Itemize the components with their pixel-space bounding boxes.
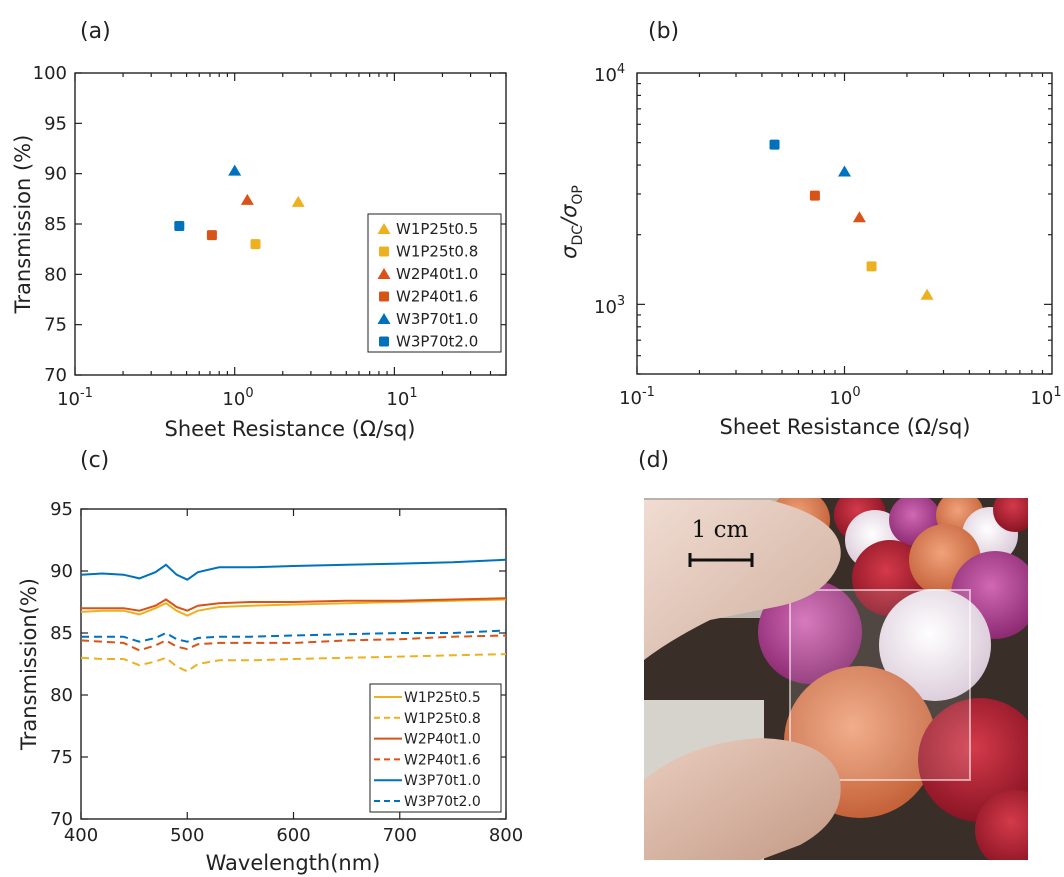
panel-c-line-W1P25t0.5	[80, 598, 507, 617]
panel-label-c: (c)	[80, 448, 109, 473]
panel-a-legend-label: W3P70t1.0	[396, 310, 478, 328]
panel-c-xtick-label: 500	[170, 825, 204, 846]
panel-c-ytick-label: 95	[50, 499, 73, 520]
panel-a-xtick-1: 100	[222, 386, 253, 410]
panel-b-x-axis-label: Sheet Resistance (Ω/sq)	[719, 415, 970, 439]
panel-b-y-axis-label: σDC/σOP	[557, 185, 586, 259]
panel-c-ytick-label: 70	[50, 809, 73, 830]
panel-a-legend-label: W3P70t2.0	[396, 333, 478, 351]
panel-c-y-axis-label: Transmission(%)	[17, 578, 41, 751]
transparent-film	[789, 589, 971, 781]
panel-a-ytick-label: 90	[44, 164, 67, 185]
panel-a-ytick-label: 100	[33, 63, 67, 84]
panel-a-point-W3P70t2.0	[174, 221, 185, 232]
panel-d-photo: 1 cm	[644, 498, 1028, 860]
panel-a-legend-marker-W2P40t1.6	[379, 291, 389, 302]
panel-c-legend-label: W2P40t1.6	[404, 752, 481, 768]
panel-c-ytick-label: 90	[50, 561, 73, 582]
panel-a-legend-label: W1P25t0.5	[396, 220, 478, 238]
panel-b-xtick-0.1: 10-1	[619, 385, 655, 409]
panel-c-legend-label: W2P40t1.0	[404, 732, 481, 748]
panel-a-legend-label: W2P40t1.0	[396, 265, 478, 283]
panel-a-xtick-10: 101	[386, 386, 417, 410]
panel-a-point-W1P25t0.8	[250, 239, 261, 250]
panel-a-point-W3P70t1.0	[228, 164, 242, 176]
panel-c-line-W3P70t1.0	[80, 558, 507, 581]
panel-b-points	[769, 139, 934, 300]
finger-top	[644, 500, 841, 660]
panel-b-xtick-10: 101	[1030, 385, 1061, 409]
panel-c-legend-label: W3P70t2.0	[404, 794, 481, 810]
panel-c-line-W2P40t1.6	[80, 634, 507, 652]
panel-b-frame	[636, 72, 1053, 375]
panel-c-ytick-label: 85	[50, 623, 73, 644]
panel-a-legend-marker-W1P25t0.8	[379, 246, 389, 257]
panel-a-legend-box	[367, 213, 502, 353]
panel-c-line-W2P40t1.0	[81, 597, 507, 612]
panel-c-xtick-label: 700	[383, 825, 417, 846]
panel-c-ytick-label: 75	[50, 747, 73, 768]
scale-bar-label: 1 cm	[692, 517, 749, 543]
panel-a-ytick-label: 70	[44, 365, 67, 386]
panel-c-legend: W1P25t0.5 W1P25t0.8 W2P40t1.0 W2P40t1.6 W3P7…	[369, 683, 502, 813]
panel-c-line-W1P25t0.8	[80, 653, 507, 673]
panel-c-legend-box	[369, 683, 502, 813]
panel-a-legend-label: W2P40t1.6	[396, 288, 478, 306]
panel-a-points	[174, 164, 305, 250]
panel-b-point-W3P70t1.0	[838, 165, 851, 177]
flower-top-red-2	[993, 498, 1028, 532]
panel-a-ytick-label: 75	[44, 315, 67, 336]
panel-b-ticks	[636, 73, 1052, 375]
panel-c-legend-label: W1P25t0.5	[404, 690, 481, 706]
panel-a-x-ticks	[74, 73, 507, 375]
panel-b-point-W2P40t1.6	[809, 190, 820, 201]
panel-b-scatter: 104 103 10-1 100 101 Sheet Resistance (Ω…	[557, 62, 1062, 439]
panel-a-scatter: 70 75 80 85 90 95 100 10-1 100 101 Sheet Resis…	[11, 63, 507, 441]
panel-a-point-W2P40t1.6	[206, 230, 217, 241]
panel-a-legend-marker-W3P70t1.0	[377, 313, 391, 324]
panel-c-xtick-label: 400	[64, 825, 98, 846]
panel-b-ytick-1e4: 104	[594, 62, 625, 86]
panel-label-a: (a)	[80, 19, 111, 44]
panel-c-line: 400 500 600 700 800 70 75 80 85 90 95 Wavelength(n…	[17, 499, 523, 875]
panel-b-point-W3P70t2.0	[769, 139, 780, 150]
panel-label-d: (d)	[638, 448, 669, 473]
panel-a-point-W1P25t0.5	[291, 195, 305, 207]
panel-c-lines	[80, 558, 507, 673]
flower-red-right	[918, 698, 1028, 822]
panel-b-point-W1P25t0.8	[866, 261, 877, 272]
panel-a-ytick-label: 85	[44, 214, 67, 235]
panel-c-xtick-label: 600	[276, 825, 310, 846]
flower-white-center	[879, 589, 991, 701]
panel-b-ytick-1e3: 103	[594, 294, 625, 318]
panel-a-legend: W1P25t0.5 W1P25t0.8 W2P40t1.0 W2P40t1.6 W3P7…	[367, 213, 502, 353]
flower-red-bottom	[975, 790, 1028, 860]
panel-c-xtick-label: 800	[489, 825, 523, 846]
panel-a-ytick-label: 95	[44, 113, 67, 134]
panel-c-ticks: 400 500 600 700 800 70 75 80 85 90 95	[50, 499, 523, 846]
panel-b-xtick-1: 100	[829, 385, 860, 409]
finger-bottom	[644, 738, 841, 860]
panel-label-b: (b)	[648, 19, 679, 44]
panel-c-line-W3P70t2.0	[81, 629, 507, 643]
panel-a-legend-marker-W2P40t1.0	[377, 268, 391, 279]
panel-b-point-W1P25t0.5	[920, 288, 934, 300]
panel-a-legend-marker-W1P25t0.5	[377, 223, 391, 234]
panel-a-xtick-0.1: 10-1	[57, 386, 93, 410]
panel-c-legend-label: W3P70t1.0	[404, 773, 481, 789]
panel-a-y-axis-label: Transmission (%)	[11, 135, 35, 315]
panel-a-x-axis-label: Sheet Resistance (Ω/sq)	[164, 417, 415, 441]
panel-c-x-axis-label: Wavelength(nm)	[206, 851, 381, 875]
flower-pink-left	[758, 580, 862, 684]
panel-b-point-W2P40t1.0	[852, 211, 866, 223]
panel-a-legend-label: W1P25t0.8	[396, 243, 478, 261]
panel-a-ytick-label: 80	[44, 264, 67, 285]
panel-a-point-W2P40t1.0	[240, 193, 254, 205]
panel-c-ytick-label: 80	[50, 685, 73, 706]
panel-a-legend-marker-W3P70t2.0	[379, 336, 389, 347]
panel-c-legend-label: W1P25t0.8	[404, 711, 481, 727]
panel-a-y-ticks: 70 75 80 85 90 95 100	[33, 63, 506, 386]
